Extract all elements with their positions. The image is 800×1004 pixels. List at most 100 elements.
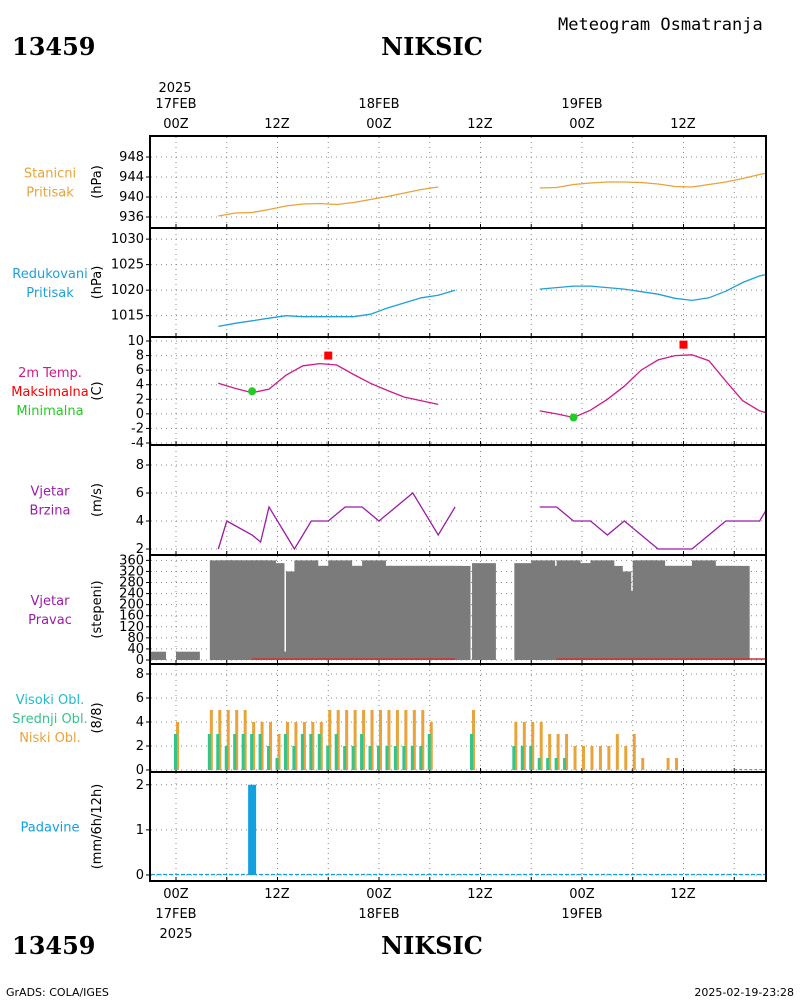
panel-frame [149, 771, 767, 882]
low-cloud-bar [319, 722, 323, 770]
y-tick-label: 240 [119, 587, 144, 602]
series-label: Visoki Obl. [16, 693, 84, 708]
y-tick-label: 8 [136, 458, 144, 473]
y-tick-label: 2 [136, 392, 144, 407]
series-label: Pravac [28, 613, 72, 628]
plot-area [174, 710, 765, 770]
y-tick-label: 120 [119, 620, 144, 635]
mid-cloud-bar [233, 734, 237, 770]
bottom-hour-1: 00Z [163, 887, 189, 902]
y-tick-label: 2 [136, 778, 144, 793]
low-cloud-bar [353, 710, 357, 770]
mid-cloud-bar [267, 746, 271, 770]
y-axis-label: (stepeni) [90, 580, 105, 638]
y-tick-label: 8 [136, 349, 144, 364]
low-cloud-bar [252, 722, 256, 770]
series-line [217, 492, 456, 551]
mid-cloud-bar [419, 746, 423, 770]
y-tick-label: -2 [131, 421, 144, 436]
low-cloud-bar [548, 734, 552, 770]
mid-cloud-bar [360, 734, 364, 770]
low-cloud-bar [336, 710, 340, 770]
top-hour-2: 12Z [264, 117, 290, 132]
mid-cloud-bar [334, 734, 338, 770]
bottom-day-3: 19FEB [561, 907, 602, 922]
bottom-hour-2: 12Z [264, 887, 290, 902]
top-hour-4: 12Z [467, 117, 493, 132]
precip-bar [248, 784, 257, 875]
low-cloud-bar [176, 722, 179, 770]
tmax-marker [324, 351, 333, 360]
low-cloud-bar [556, 734, 560, 770]
y-axis-label: (mm/6h/12h) [90, 784, 105, 870]
y-axis-label: (hPa) [90, 266, 105, 300]
series-label: Minimalna [16, 404, 83, 419]
mid-cloud-bar [427, 734, 431, 770]
plot-area [151, 784, 765, 876]
y-tick-label: 0 [136, 407, 144, 422]
panel-wind_speed: 2 4 6 8 (m/s) Vjetar Brzina [30, 444, 767, 557]
wind-dir-bar [446, 565, 471, 660]
panels-group: 936940944948(hPa)StanicniPritisak1015102… [11, 135, 767, 883]
series-label: 2m Temp. [18, 366, 82, 381]
low-cloud-bar [328, 710, 332, 770]
low-cloud-bar [235, 710, 239, 770]
panel-station_pressure: 936 940 944 948 (hPa) Stanicni Pritisak [24, 135, 767, 229]
series-label: Stanicni [24, 167, 76, 182]
y-tick-label: 6 [136, 486, 144, 501]
y-tick-label: 8 [136, 667, 144, 682]
footer-station-id: 13459 [12, 931, 96, 960]
low-cloud-bar [514, 722, 518, 770]
mid-cloud-bar [250, 734, 254, 770]
low-cloud-bar [429, 722, 433, 770]
y-tick-label: 6 [136, 691, 144, 706]
bottom-hour-5: 00Z [569, 887, 595, 902]
series-label: Brzina [30, 504, 71, 519]
low-cloud-bar [615, 734, 619, 770]
mid-cloud-bar [275, 758, 279, 770]
series-label: Maksimalna [11, 385, 89, 400]
wind-dir-bar [725, 565, 750, 660]
low-cloud-bar [641, 758, 645, 770]
mid-cloud-bar [351, 746, 355, 770]
top-hour-6: 12Z [670, 117, 696, 132]
panel-frame [149, 336, 767, 446]
y-tick-label: 936 [119, 210, 144, 225]
bottom-year: 2025 [159, 927, 192, 942]
bottom-day-1: 17FEB [155, 907, 196, 922]
panel-cloud_cover: 0 2 4 6 8 (8/8) Visoki Obl. Srednji Obl. Niski O… [12, 663, 767, 778]
y-axis-label: (hPa) [90, 165, 105, 199]
y-tick-label: 0 [136, 763, 144, 778]
mid-cloud-bar [393, 746, 397, 770]
series-line [218, 289, 456, 328]
top-hour-3: 00Z [366, 117, 392, 132]
tmax-marker [679, 340, 688, 349]
mid-cloud-bar [470, 734, 474, 770]
y-tick-label: 1020 [111, 283, 144, 298]
mid-cloud-bar [529, 746, 533, 770]
bottom-day-2: 18FEB [358, 907, 399, 922]
mid-cloud-bar [326, 746, 330, 770]
y-tick-label: 10 [127, 334, 144, 349]
panel-frame [149, 227, 767, 338]
footer-station-name: NIKSIC [381, 931, 483, 960]
low-cloud-bar [209, 710, 213, 770]
mid-cloud-bar [317, 734, 321, 770]
plot-area [218, 172, 765, 217]
mid-cloud-bar [224, 746, 228, 770]
low-cloud-bar [412, 710, 416, 770]
low-cloud-bar [345, 710, 349, 770]
low-cloud-bar [370, 710, 374, 770]
low-cloud-bar [302, 722, 306, 770]
mid-cloud-bar [554, 758, 558, 770]
top-hour-1: 00Z [163, 117, 189, 132]
series-label: Padavine [21, 821, 80, 836]
top-day-1: 17FEB [155, 97, 196, 112]
low-cloud-bar [675, 758, 679, 770]
y-tick-label: 4 [136, 514, 144, 529]
y-tick-label: 2 [136, 739, 144, 754]
mid-cloud-bar [241, 734, 245, 770]
wind-dir-bar [176, 651, 200, 660]
y-tick-label: 948 [119, 150, 144, 165]
y-tick-label: 1015 [111, 309, 144, 324]
